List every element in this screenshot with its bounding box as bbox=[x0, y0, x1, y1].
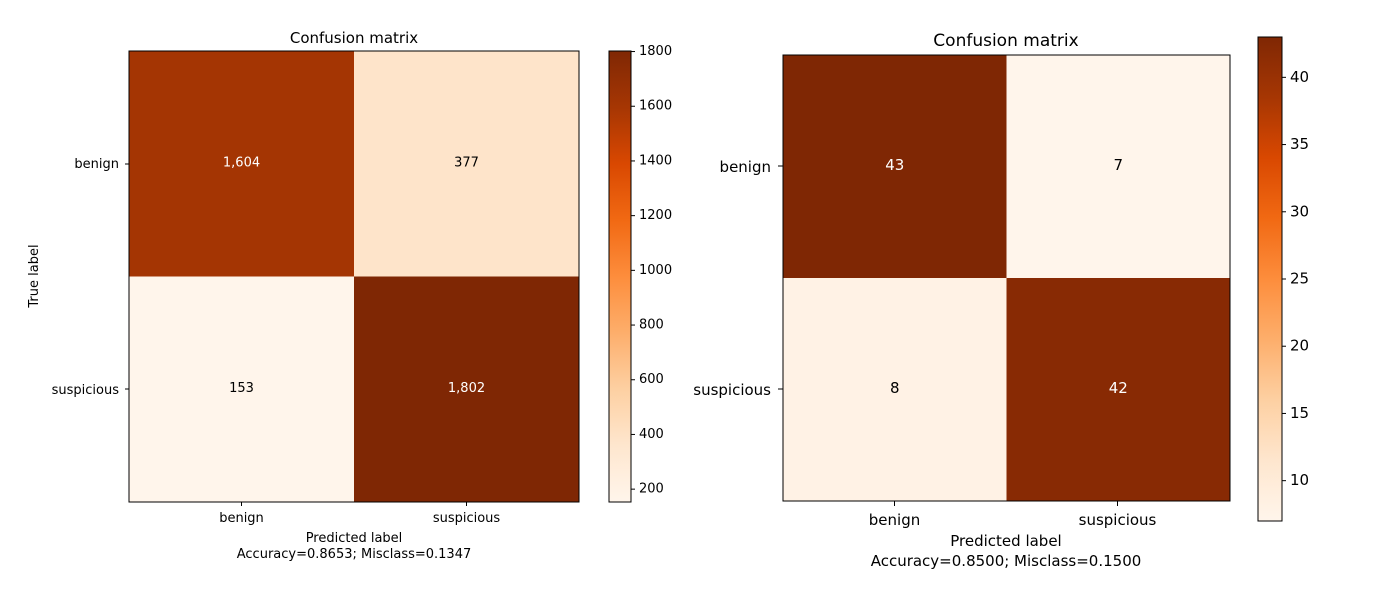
colorbar-tick-label-right-6: 40 bbox=[1290, 68, 1309, 86]
colorbar-tick-label-left-2: 600 bbox=[639, 372, 664, 387]
cell-value-left-1-0: 153 bbox=[229, 381, 254, 396]
heatmap-cells-right: 43 7 8 42 bbox=[783, 55, 1230, 501]
colorbar-tick-label-left-4: 1000 bbox=[639, 263, 672, 278]
x-tick-label-left-1: suspicious bbox=[433, 511, 501, 526]
colorbar-tick-label-left-3: 800 bbox=[639, 318, 664, 333]
colorbar-tick-label-right-3: 25 bbox=[1290, 270, 1309, 288]
plot-frame-right bbox=[782, 54, 1231, 502]
colorbar-tick-label-left-6: 1400 bbox=[639, 153, 672, 168]
confusion-matrix-right: Confusion matrix 43 7 8 42 benign suspiciou… bbox=[693, 31, 1309, 570]
y-tick-label-right-1: suspicious bbox=[693, 381, 771, 399]
heatmap-cell-right-1-0 bbox=[783, 278, 1007, 501]
x-tick-label-right-0: benign bbox=[869, 511, 920, 529]
x-tick-label-left-0: benign bbox=[219, 511, 264, 526]
heatmap-cells-left: 1,604 377 153 1,802 bbox=[129, 51, 579, 502]
cell-value-right-1-0: 8 bbox=[890, 379, 900, 397]
colorbar-tick-label-left-1: 400 bbox=[639, 427, 664, 442]
accuracy-label-left: Accuracy=0.8653; Misclass=0.1347 bbox=[237, 547, 472, 562]
colorbar-ticks-right: 10 15 20 25 30 35 40 bbox=[1282, 68, 1309, 489]
y-tick-label-left-1: suspicious bbox=[52, 383, 120, 398]
y-axis-label-left: True label bbox=[27, 244, 42, 308]
colorbar-tick-label-right-5: 35 bbox=[1290, 135, 1309, 153]
colorbar-left bbox=[608, 50, 632, 503]
x-axis-label-left: Predicted label bbox=[306, 531, 403, 546]
cell-value-right-0-1: 7 bbox=[1113, 156, 1123, 174]
heatmap-cell-right-0-1 bbox=[1006, 55, 1230, 278]
colorbar-tick-label-right-1: 15 bbox=[1290, 404, 1309, 422]
cell-value-left-0-0: 1,604 bbox=[223, 155, 260, 170]
y-tick-label-left-0: benign bbox=[74, 157, 119, 172]
colorbar-tick-label-right-4: 30 bbox=[1290, 202, 1309, 220]
chart-title-left: Confusion matrix bbox=[290, 29, 418, 47]
cell-value-right-1-1: 42 bbox=[1109, 379, 1128, 397]
colorbar-tick-label-right-0: 10 bbox=[1290, 471, 1309, 489]
colorbar-tick-label-left-7: 1600 bbox=[639, 99, 672, 114]
cell-value-left-1-1: 1,802 bbox=[448, 381, 485, 396]
y-tick-label-right-0: benign bbox=[720, 158, 771, 176]
accuracy-label-right: Accuracy=0.8500; Misclass=0.1500 bbox=[871, 552, 1142, 570]
x-axis-label-right: Predicted label bbox=[950, 532, 1061, 550]
colorbar-right bbox=[1257, 36, 1283, 522]
cell-value-right-0-0: 43 bbox=[885, 156, 904, 174]
heatmap-cell-right-0-0 bbox=[783, 55, 1007, 278]
cell-value-left-0-1: 377 bbox=[454, 155, 479, 170]
heatmap-cell-right-1-1 bbox=[1006, 278, 1230, 501]
colorbar-ticks-left: 200 400 600 800 1000 1200 1400 1600 1800 bbox=[631, 44, 672, 497]
colorbar-tick-label-right-2: 20 bbox=[1290, 337, 1309, 355]
colorbar-tick-label-left-5: 1200 bbox=[639, 208, 672, 223]
colorbar-tick-label-left-8: 1800 bbox=[639, 44, 672, 59]
confusion-matrix-left: Confusion matrix 1,604 377 153 1,802 benign… bbox=[27, 29, 672, 562]
heatmap-cell-left-1-0 bbox=[129, 276, 354, 502]
plot-frame-left bbox=[128, 50, 580, 503]
heatmap-cell-left-0-0 bbox=[129, 51, 354, 277]
chart-title-right: Confusion matrix bbox=[933, 31, 1078, 51]
x-tick-label-right-1: suspicious bbox=[1079, 511, 1157, 529]
heatmap-cell-left-0-1 bbox=[354, 51, 579, 277]
heatmap-cell-left-1-1 bbox=[354, 276, 579, 502]
colorbar-tick-label-left-0: 200 bbox=[639, 482, 664, 497]
